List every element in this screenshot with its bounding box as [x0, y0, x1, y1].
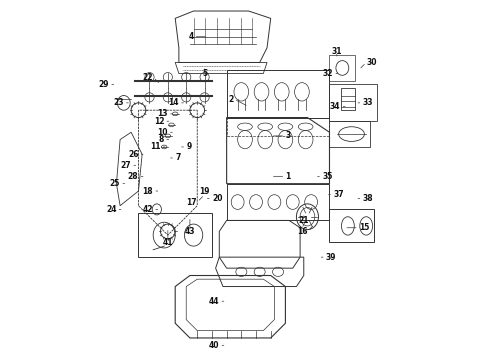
- Text: 8: 8: [159, 135, 164, 144]
- Bar: [329, 55, 355, 81]
- Text: 5: 5: [202, 69, 207, 78]
- Text: 37: 37: [333, 190, 344, 199]
- Text: 30: 30: [366, 58, 377, 67]
- Text: 4: 4: [188, 32, 194, 41]
- Text: 41: 41: [163, 238, 173, 247]
- Text: 15: 15: [359, 223, 369, 232]
- Text: 31: 31: [332, 47, 342, 56]
- Text: 22: 22: [143, 73, 153, 82]
- Text: 16: 16: [297, 227, 307, 236]
- Text: 14: 14: [169, 98, 179, 107]
- Text: 40: 40: [209, 341, 220, 350]
- Text: 21: 21: [298, 216, 309, 225]
- Text: 13: 13: [157, 109, 168, 118]
- Text: 11: 11: [150, 143, 161, 152]
- Text: 2: 2: [229, 95, 234, 104]
- Text: 9: 9: [186, 143, 192, 152]
- Bar: [329, 85, 377, 121]
- Text: 18: 18: [143, 186, 153, 195]
- Text: 39: 39: [326, 253, 336, 262]
- Bar: [227, 70, 329, 118]
- Text: 24: 24: [106, 205, 117, 214]
- Text: 7: 7: [175, 153, 181, 162]
- Text: 33: 33: [363, 98, 373, 107]
- Text: 25: 25: [110, 179, 120, 188]
- Bar: [341, 88, 355, 110]
- Text: 34: 34: [330, 102, 341, 111]
- Text: 43: 43: [185, 227, 195, 236]
- Text: 29: 29: [98, 80, 109, 89]
- Text: 28: 28: [128, 172, 139, 181]
- Text: 44: 44: [209, 297, 220, 306]
- Text: 20: 20: [212, 194, 222, 203]
- Text: 1: 1: [285, 172, 291, 181]
- Bar: [139, 213, 212, 257]
- Text: 23: 23: [113, 98, 124, 107]
- Bar: [329, 121, 370, 147]
- Text: 27: 27: [121, 161, 131, 170]
- Text: 17: 17: [187, 198, 197, 207]
- Text: 38: 38: [363, 194, 373, 203]
- Text: 26: 26: [128, 150, 139, 159]
- Text: 42: 42: [143, 205, 153, 214]
- Bar: [329, 210, 373, 242]
- Text: 10: 10: [157, 128, 168, 137]
- Text: 3: 3: [285, 131, 291, 140]
- Text: 32: 32: [322, 69, 333, 78]
- Text: 19: 19: [199, 186, 210, 195]
- Text: 35: 35: [322, 172, 333, 181]
- Text: 12: 12: [154, 117, 164, 126]
